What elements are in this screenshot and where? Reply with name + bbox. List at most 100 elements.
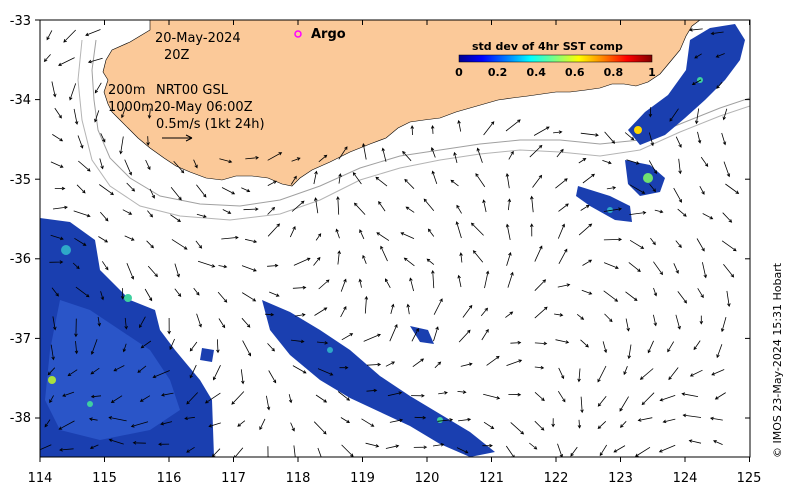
current-arrow-icon	[240, 369, 245, 385]
current-arrow-icon	[702, 262, 707, 279]
lon-tick-label: 118	[286, 471, 311, 486]
hour-label: 20Z	[164, 48, 190, 63]
current-arrow-icon	[49, 395, 54, 404]
current-arrow-icon	[529, 144, 543, 158]
current-arrow-icon	[507, 198, 512, 211]
current-arrow-icon	[385, 278, 391, 288]
current-arrow-icon	[534, 392, 545, 402]
current-arrow-icon	[699, 315, 704, 325]
current-arrow-icon	[412, 358, 425, 368]
current-arrow-icon	[557, 390, 566, 403]
current-arrow-icon	[113, 365, 125, 372]
current-arrow-icon	[696, 238, 705, 252]
current-arrow-icon	[74, 237, 87, 246]
current-arrow-icon	[534, 341, 548, 346]
current-arrow-icon	[147, 108, 152, 119]
current-arrow-icon	[534, 279, 547, 291]
current-arrow-icon	[290, 422, 295, 432]
current-arrow-icon	[434, 361, 442, 369]
current-arrow-icon	[557, 283, 571, 288]
current-arrow-icon	[716, 344, 723, 359]
current-arrow-icon	[506, 359, 523, 366]
current-arrow-icon	[366, 388, 378, 393]
current-arrow-icon	[290, 175, 297, 185]
lat-tick-labels: -33 -34 -35 -36 -37 -38	[10, 14, 31, 426]
axis-ticks	[35, 19, 750, 462]
current-arrow-icon	[189, 341, 198, 352]
current-arrow-icon	[578, 223, 593, 236]
current-arrow-icon	[603, 237, 623, 242]
lat-tick-label: -35	[10, 173, 31, 188]
current-arrow-icon	[688, 439, 702, 444]
current-arrow-icon	[390, 303, 395, 315]
current-arrow-icon	[714, 392, 726, 400]
current-arrow-icon	[458, 329, 471, 343]
current-arrow-icon	[264, 312, 275, 317]
current-arrow-icon	[169, 338, 175, 350]
current-arrow-icon	[715, 53, 725, 58]
lat-tick-label: -36	[10, 252, 31, 267]
current-arrow-icon	[472, 250, 484, 263]
current-arrow-icon	[40, 444, 52, 452]
current-arrow-icon	[124, 159, 132, 176]
current-arrow-icon	[174, 288, 182, 297]
current-arrow-icon	[649, 184, 657, 193]
current-arrow-icon	[648, 107, 653, 118]
current-arrow-icon	[267, 152, 283, 161]
current-arrow-icon	[533, 126, 550, 136]
current-arrow-icon	[648, 160, 657, 175]
current-arrow-icon	[186, 392, 198, 405]
current-arrow-icon	[337, 391, 351, 401]
current-arrow-icon	[352, 172, 362, 185]
current-arrow-icon	[623, 366, 628, 376]
current-arrow-icon	[430, 125, 435, 134]
current-arrow-icon	[167, 317, 171, 335]
current-arrow-icon	[597, 396, 607, 407]
current-arrow-icon	[462, 304, 473, 318]
current-arrow-icon	[338, 173, 342, 184]
current-arrow-icon	[667, 341, 675, 353]
current-arrow-icon	[341, 444, 354, 457]
date-label: 20-May-2024	[155, 31, 241, 46]
current-arrow-icon	[243, 207, 259, 211]
lon-tick-labels: 114 115 116 117 118 119 120 121 122 123 …	[28, 471, 762, 486]
current-arrow-icon	[431, 170, 438, 185]
current-arrow-icon	[50, 344, 55, 361]
current-arrow-icon	[580, 396, 584, 414]
lat-tick-label: -37	[10, 332, 31, 347]
current-arrow-icon	[389, 418, 404, 423]
current-arrow-icon	[292, 285, 307, 290]
current-arrow-icon	[385, 444, 400, 449]
argo-marker-icon	[294, 30, 302, 38]
current-arrow-icon	[335, 228, 340, 239]
current-arrow-icon	[67, 369, 78, 377]
current-arrow-icon	[130, 421, 149, 428]
current-arrow-icon	[314, 197, 319, 214]
current-arrow-icon	[75, 286, 90, 298]
current-arrow-icon	[529, 223, 534, 237]
current-arrow-icon	[483, 121, 495, 136]
current-arrow-icon	[580, 204, 590, 211]
current-arrow-icon	[52, 205, 68, 210]
current-arrow-icon	[241, 317, 251, 328]
current-arrow-icon	[460, 362, 473, 367]
current-arrow-icon	[119, 136, 124, 155]
current-arrow-icon	[508, 150, 514, 160]
current-arrow-icon	[88, 417, 98, 422]
current-arrow-icon	[426, 258, 435, 265]
current-arrow-icon	[682, 413, 702, 418]
scale-label: 0.5m/s (1kt 24h)	[156, 117, 265, 132]
current-arrow-icon	[338, 146, 348, 160]
current-arrow-icon	[433, 298, 443, 315]
current-arrow-icon	[173, 160, 185, 174]
current-arrow-icon	[74, 318, 78, 338]
current-arrow-icon	[315, 233, 322, 241]
current-arrow-icon	[132, 441, 146, 445]
current-arrow-icon	[90, 367, 100, 375]
current-arrow-icon	[529, 442, 538, 450]
current-arrow-icon	[122, 209, 133, 215]
current-arrow-icon	[505, 311, 514, 318]
current-arrow-icon	[145, 159, 151, 171]
current-arrow-icon	[603, 207, 623, 212]
current-arrow-icon	[50, 234, 64, 241]
